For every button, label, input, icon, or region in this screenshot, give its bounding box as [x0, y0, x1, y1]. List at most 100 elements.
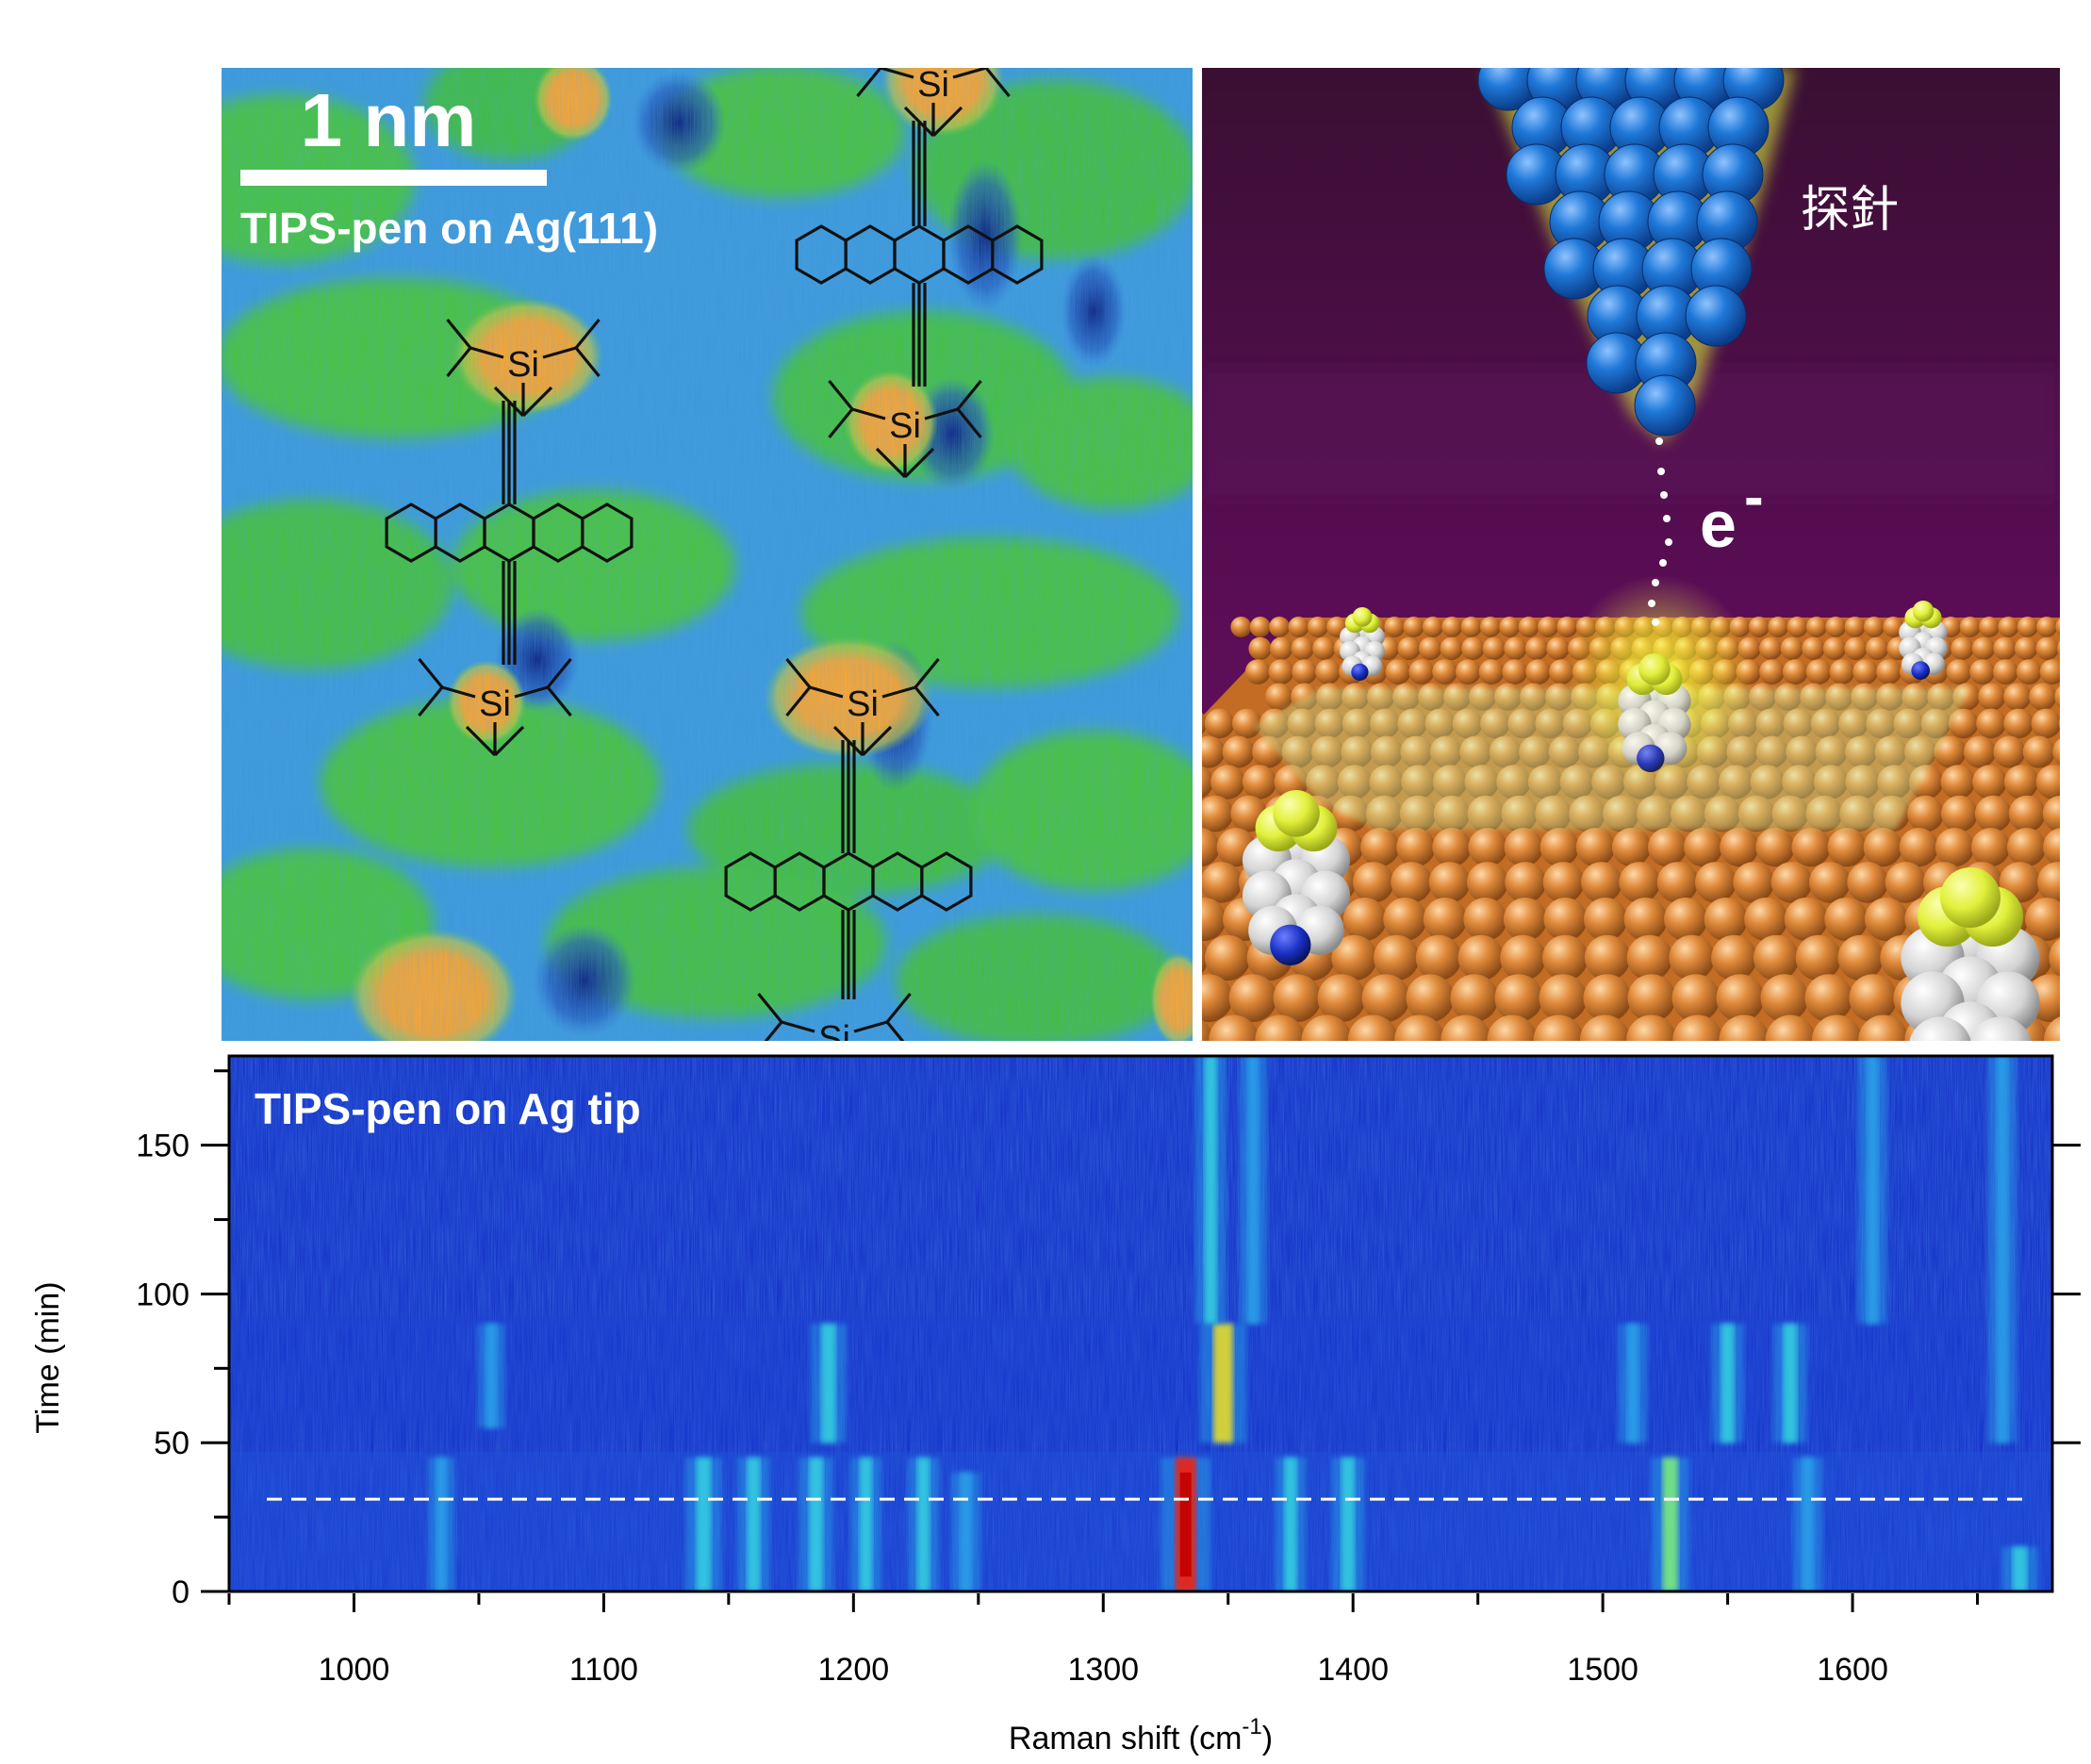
raman-band — [1866, 1056, 1879, 1324]
raman-band — [1626, 1324, 1639, 1443]
surface-atom — [2031, 708, 2060, 739]
raman-band — [1783, 1324, 1798, 1443]
sulfur-atom — [1273, 790, 1320, 837]
surface-atom — [1502, 659, 1528, 684]
y-tick-label: 150 — [136, 1129, 189, 1164]
bond — [465, 725, 497, 757]
bond — [851, 407, 886, 420]
surface-atom — [1829, 659, 1855, 684]
x-tick-label: 1000 — [319, 1652, 390, 1688]
probe-atom — [1685, 285, 1747, 347]
raman-band — [916, 1458, 930, 1591]
surface-atom — [1760, 974, 1809, 1022]
silicon-atom-labels: Si Si Si Si Si Si — [479, 65, 949, 1059]
surface-atom — [2029, 683, 2057, 711]
surface-atom — [1204, 708, 1235, 739]
surface-atom — [1461, 636, 1485, 661]
surface-atom — [1361, 974, 1410, 1022]
surface-atom — [1858, 1014, 1909, 1041]
surface-atom — [1664, 898, 1708, 941]
surface-atom — [1255, 1014, 1306, 1041]
surface-atom — [2057, 640, 2060, 656]
bond — [542, 346, 577, 359]
surface-atom — [2003, 765, 2039, 800]
electron-label: e — [1700, 487, 1737, 561]
surface-atom — [1704, 898, 1748, 941]
surface-atom — [1847, 862, 1888, 903]
bond — [828, 379, 854, 411]
surface-atom — [1269, 636, 1293, 661]
benzene-ring — [991, 224, 1044, 285]
surface-atom — [1865, 636, 1889, 661]
bond — [885, 992, 912, 1024]
benzene-ring — [581, 503, 634, 563]
bond — [984, 68, 1011, 98]
surface-atom — [1579, 1014, 1631, 1041]
surface-atom — [1791, 828, 1831, 867]
raman-band — [821, 1324, 836, 1443]
surface-atom — [1342, 898, 1387, 941]
raman-band — [1341, 1458, 1355, 1591]
probe-atom — [1634, 374, 1696, 437]
surface-atom — [1671, 974, 1721, 1022]
bond — [514, 685, 549, 699]
surface-atom — [1503, 898, 1547, 941]
surface-atom — [1863, 617, 1885, 637]
bond — [875, 447, 907, 479]
bond — [418, 685, 444, 717]
surface-atom — [1460, 617, 1482, 637]
surface-atom — [1695, 862, 1737, 903]
surface-atom — [1202, 795, 1234, 833]
surface-atom — [1782, 659, 1808, 684]
surface-atom — [1684, 828, 1723, 867]
surface-atom — [1230, 617, 1252, 637]
bond — [856, 68, 882, 98]
surface-atom — [1360, 828, 1400, 867]
raman-band — [1247, 1056, 1260, 1324]
surface-atom — [2025, 898, 2060, 941]
surface-atom — [1312, 636, 1336, 661]
bond — [914, 657, 940, 689]
surface-atom — [1415, 934, 1462, 981]
bond — [418, 657, 444, 689]
surface-atom — [1811, 1014, 1863, 1041]
si-atom-label: Si — [818, 1019, 850, 1059]
surface-atom — [1844, 636, 1868, 661]
y-axis-label: Time (min) — [30, 1281, 66, 1433]
surface-atom — [2052, 738, 2060, 766]
bond — [880, 68, 914, 79]
bond — [469, 346, 504, 359]
surface-atom — [1647, 828, 1688, 867]
surface-atom — [1292, 659, 1318, 684]
surface-atom — [1627, 974, 1676, 1022]
raman-band — [1213, 1324, 1233, 1443]
surface-atom — [1202, 766, 1213, 799]
raman-band — [960, 1472, 972, 1591]
surface-atom — [1273, 974, 1322, 1022]
surface-atom — [1539, 828, 1579, 867]
surface-atom — [1765, 1014, 1816, 1041]
surface-atom — [1242, 765, 1277, 800]
bond — [546, 657, 572, 689]
surface-atom — [1805, 617, 1827, 637]
bond — [757, 992, 783, 1024]
carbon-atom — [1909, 1016, 1971, 1041]
surface-atom — [1934, 735, 1967, 768]
bond — [493, 725, 525, 757]
surface-atom — [2016, 659, 2042, 684]
y-tick-label: 0 — [172, 1574, 189, 1610]
bond — [903, 447, 935, 479]
surface-atom — [1755, 828, 1795, 867]
surface-atom — [1457, 934, 1505, 981]
surface-atom — [1780, 636, 1804, 661]
surface-atom — [2058, 717, 2060, 730]
x-tick-label: 1600 — [1817, 1652, 1888, 1688]
bond — [441, 685, 476, 699]
adsorbed-molecules — [1242, 601, 2040, 1041]
surface-atom — [1524, 636, 1549, 661]
surface-atom — [1209, 1014, 1260, 1041]
bond — [914, 685, 940, 717]
surface-atom — [1494, 974, 1543, 1022]
scale-bar — [240, 170, 547, 186]
si-atom-label: Si — [917, 65, 949, 105]
